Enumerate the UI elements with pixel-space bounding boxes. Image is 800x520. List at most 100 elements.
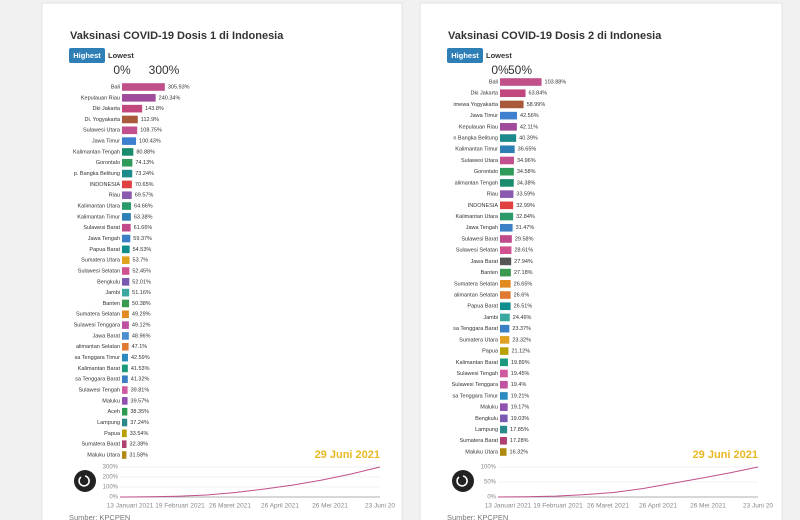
y-tick-label: 200% [103, 475, 119, 481]
y-tick-label: 50% [484, 480, 497, 486]
category-label: Jawa Barat [92, 333, 120, 339]
source: Sumber: KPCPEN [447, 513, 508, 520]
category-label: Jawa Barat [470, 259, 498, 265]
button-label[interactable]: Lowest [486, 51, 512, 60]
replay-button[interactable] [452, 470, 474, 492]
value-label: 108.75% [140, 128, 162, 134]
value-label: 240.34% [159, 95, 181, 101]
category-label: Kepulauan Riau [459, 124, 498, 130]
replay-button[interactable] [74, 470, 96, 492]
category-label: Sulawesi Tenggara [452, 382, 499, 388]
value-label: 19.45% [511, 371, 530, 377]
value-label: 17.85% [510, 427, 529, 433]
category-label: Kalimantan Utara [78, 204, 121, 210]
x-tick-label: 50% [508, 63, 532, 77]
y-tick-label: 0% [109, 495, 118, 501]
value-label: 42.11% [520, 124, 538, 130]
category-label: alimantan Selatan [76, 344, 120, 350]
category-label: Di. Yogyakarta [85, 117, 121, 123]
category-label: Sulawesi Selatan [78, 268, 120, 274]
bar [500, 257, 512, 266]
category-label: Kalimantan Timur [77, 214, 120, 220]
category-label: Dki Jakarta [92, 106, 120, 112]
bar [500, 280, 511, 288]
bar [122, 148, 134, 156]
category-label: sa Tenggara Timur [75, 355, 121, 361]
category-label: Banten [103, 301, 120, 307]
bar [500, 201, 514, 210]
value-label: 69.57% [135, 193, 154, 199]
bar [122, 418, 128, 427]
chart-title: Vaksinasi COVID-19 Dosis 2 di Indonesia [448, 30, 662, 42]
x-tick-label: 26 Maret 2021 [209, 503, 251, 510]
button[interactable] [447, 48, 483, 63]
category-label: n Bangka Belitung [453, 136, 498, 142]
bar [500, 436, 507, 445]
bar [122, 364, 128, 373]
date-label: 29 Juni 2021 [693, 449, 758, 461]
category-label: Sulawesi Barat [83, 225, 120, 231]
category-label: Gorontalo [474, 169, 498, 175]
bar [500, 100, 524, 109]
timeline-line [497, 466, 759, 498]
value-label: 63.38% [134, 214, 153, 220]
button-label[interactable]: Highest [73, 51, 101, 60]
bar [500, 268, 511, 277]
bar [122, 407, 128, 416]
category-label: Lampung [97, 420, 120, 426]
category-label: Lampung [475, 427, 498, 433]
value-label: 27.94% [514, 259, 533, 265]
category-label: Riau [109, 193, 120, 199]
value-label: 80.88% [136, 149, 155, 155]
value-label: 64.66% [134, 204, 153, 210]
category-label: Bali [111, 84, 120, 90]
bar [122, 115, 138, 124]
bar [122, 245, 130, 254]
bar [500, 392, 508, 400]
bar [500, 134, 517, 142]
button[interactable] [69, 48, 105, 63]
bar [122, 386, 128, 394]
category-label: Jambi [105, 290, 120, 296]
category-label: Kalimantan Timur [455, 147, 498, 153]
value-label: 19.4% [511, 382, 527, 388]
value-label: 38.35% [130, 409, 149, 415]
bar [500, 448, 507, 456]
category-label: sa Tenggara Barat [75, 377, 120, 383]
bar [500, 403, 508, 411]
category-label: imewa Yogyakarta [453, 102, 499, 108]
panel [419, 2, 783, 520]
date-label: 29 Juni 2021 [315, 449, 380, 461]
value-label: 51.16% [132, 290, 151, 296]
value-label: 100.43% [139, 139, 161, 145]
category-label: Sulawesi Utara [461, 158, 499, 164]
bar [500, 302, 511, 311]
value-label: 54.53% [133, 247, 152, 253]
category-label: Papua Barat [467, 304, 498, 310]
bar [122, 104, 143, 113]
value-label: 17.28% [510, 438, 529, 444]
category-label: Gorontalo [96, 160, 120, 166]
bar [500, 223, 513, 232]
value-label: 34.96% [517, 158, 536, 164]
bar [500, 167, 514, 176]
value-label: 26.51% [514, 304, 533, 310]
value-label: 23.37% [512, 326, 531, 332]
bar [122, 375, 128, 384]
category-label: sa Tenggara Barat [453, 326, 498, 332]
value-label: 19.89% [511, 360, 530, 366]
bar [500, 179, 514, 187]
value-label: 42.56% [520, 113, 539, 119]
bar [122, 234, 131, 243]
value-label: 74.13% [135, 160, 154, 166]
category-label: Papua [104, 431, 121, 437]
value-label: 28.61% [514, 248, 533, 254]
button-label[interactable]: Highest [451, 51, 479, 60]
category-label: sa Tenggara Timur [453, 393, 499, 399]
category-label: Banten [481, 270, 498, 276]
category-label: Jambi [483, 315, 498, 321]
bar [500, 89, 526, 98]
source: Sumber: KPCPEN [69, 513, 130, 520]
bar [122, 451, 127, 459]
button-label[interactable]: Lowest [108, 51, 134, 60]
